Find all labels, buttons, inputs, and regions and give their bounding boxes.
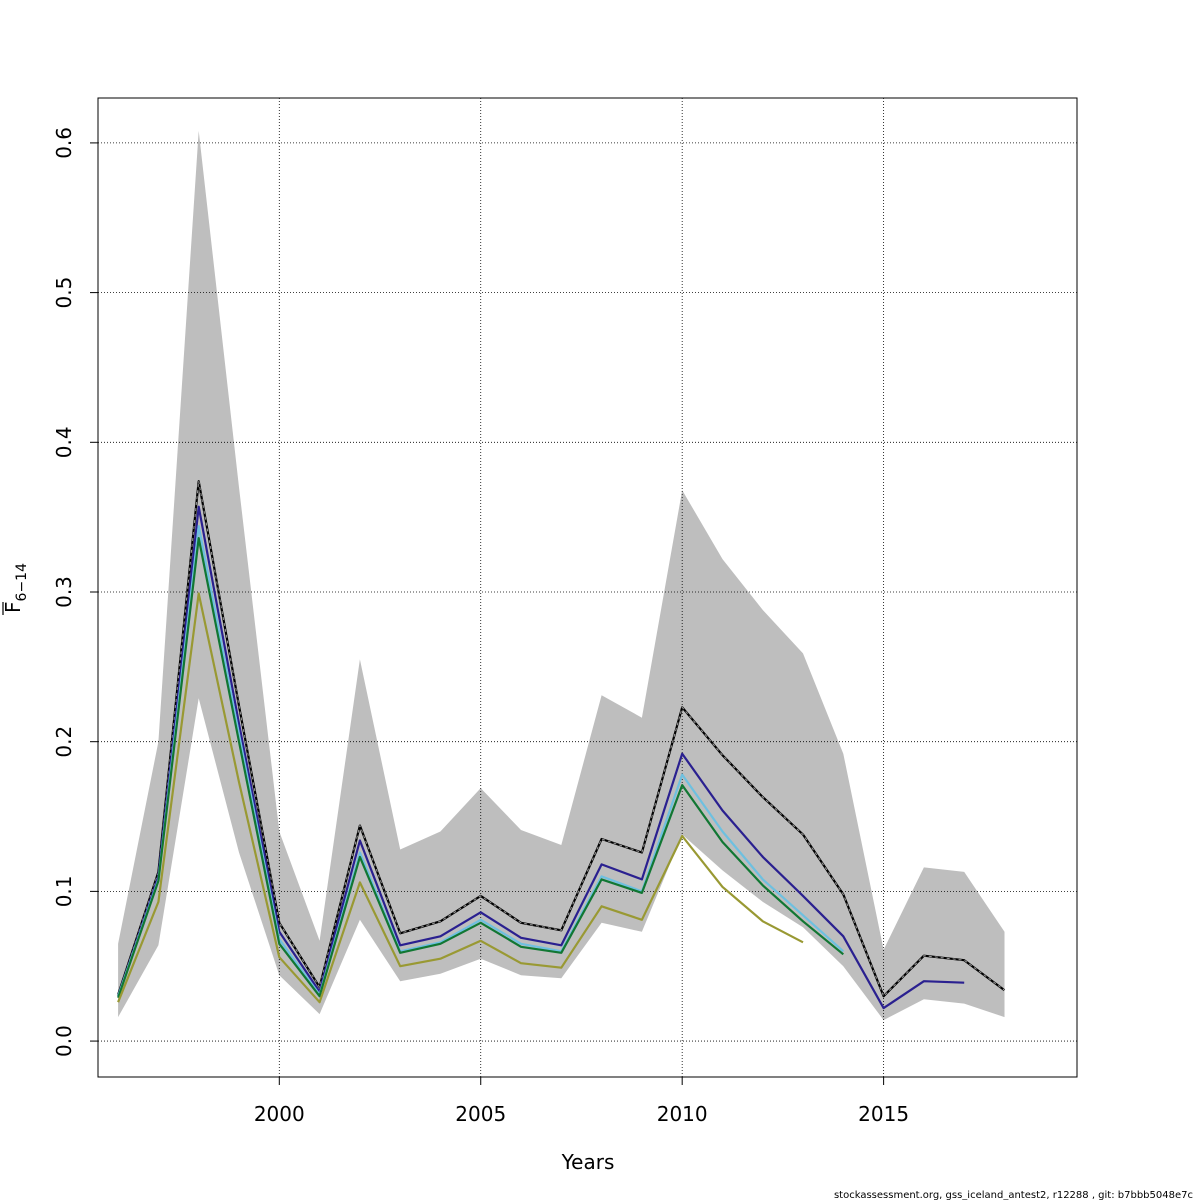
series-line-4 bbox=[117, 536, 844, 999]
y-tick-label-group-0.6: 0.6 bbox=[52, 127, 76, 159]
y-tick-label-group-0.0: 0.0 bbox=[52, 1025, 76, 1057]
x-tick-label-2000: 2000 bbox=[254, 1102, 305, 1126]
x-tick-label-2015: 2015 bbox=[858, 1102, 909, 1126]
y-tick-label-0.0: 0.0 bbox=[52, 1025, 76, 1057]
y-tick-label-0.1: 0.1 bbox=[52, 875, 76, 907]
x-axis-title: Years bbox=[561, 1150, 615, 1174]
y-tick-label-0.6: 0.6 bbox=[52, 127, 76, 159]
y-tick-label-0.4: 0.4 bbox=[52, 426, 76, 458]
x-tick-label-2010: 2010 bbox=[657, 1102, 708, 1126]
y-tick-label-0.3: 0.3 bbox=[52, 576, 76, 608]
series-line-3 bbox=[117, 524, 845, 997]
y-tick-label-group-0.3: 0.3 bbox=[52, 576, 76, 608]
y-axis: 0.0 0.1 0.2 0.3 0.4 0.5 0.6 bbox=[52, 127, 99, 1057]
y-tick-label-0.2: 0.2 bbox=[52, 726, 76, 758]
series-line-5 bbox=[117, 592, 804, 1004]
series-line-2 bbox=[117, 505, 965, 1010]
series-line-1-dash bbox=[117, 481, 1005, 998]
x-tick-label-2005: 2005 bbox=[455, 1102, 506, 1126]
confidence-band-layer bbox=[118, 130, 1005, 1021]
y-tick-label-group-0.2: 0.2 bbox=[52, 726, 76, 758]
series-layer bbox=[117, 480, 1006, 1010]
y-tick-label-group-0.5: 0.5 bbox=[52, 277, 76, 309]
svg-text:F6−14: F6−14 bbox=[1, 563, 30, 613]
y-tick-label-group-0.4: 0.4 bbox=[52, 426, 76, 458]
y-axis-title-subscript: 6−14 bbox=[14, 563, 30, 602]
y-tick-label-group-0.1: 0.1 bbox=[52, 875, 76, 907]
y-axis-title-main: F bbox=[1, 601, 25, 613]
x-axis: 2000 2005 2010 2015 bbox=[254, 1076, 909, 1126]
footer-text: stockassessment.org, gss_iceland_antest2… bbox=[834, 1190, 1193, 1200]
confidence-band bbox=[118, 130, 1005, 1021]
y-tick-label-0.5: 0.5 bbox=[52, 277, 76, 309]
y-axis-title: F6−14 bbox=[1, 563, 30, 615]
